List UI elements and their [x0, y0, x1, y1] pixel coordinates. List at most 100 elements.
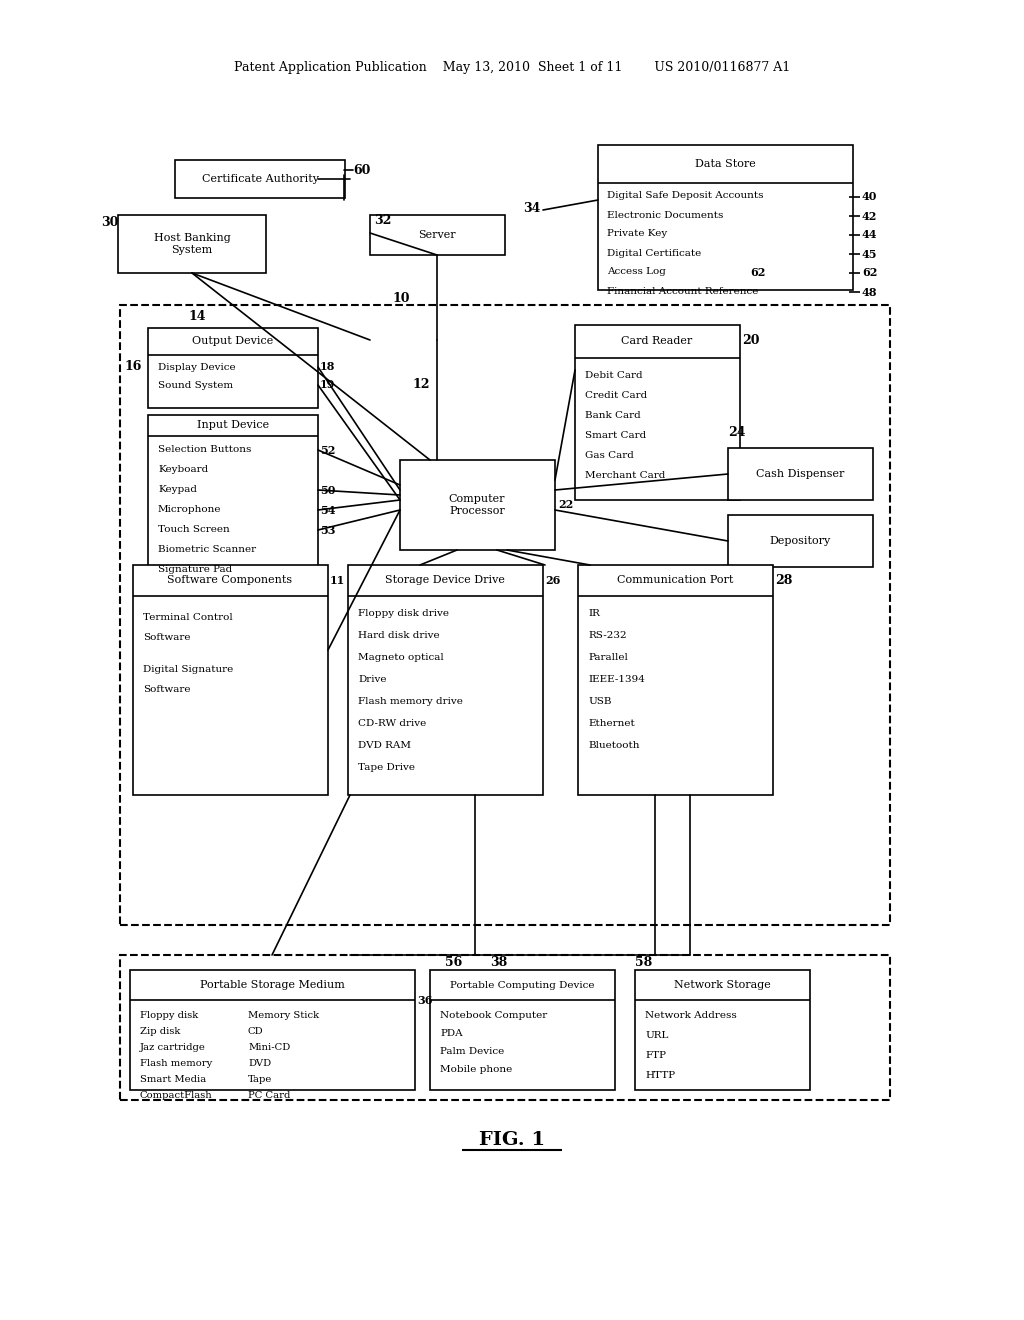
Bar	[728, 447, 873, 500]
Text: 20: 20	[742, 334, 760, 347]
Text: DVD: DVD	[248, 1059, 271, 1068]
Text: Output Device: Output Device	[193, 337, 273, 346]
Text: Digital Certificate: Digital Certificate	[607, 248, 701, 257]
Text: CD-RW drive: CD-RW drive	[358, 718, 426, 727]
Bar	[430, 970, 615, 1090]
Text: Access Log: Access Log	[607, 268, 666, 276]
Bar	[175, 160, 345, 198]
Text: Jaz cartridge: Jaz cartridge	[140, 1043, 206, 1052]
Text: Merchant Card: Merchant Card	[585, 470, 666, 479]
Text: 24: 24	[728, 425, 745, 438]
Text: Server: Server	[418, 230, 456, 240]
Text: Floppy disk drive: Floppy disk drive	[358, 609, 449, 618]
Text: 62: 62	[750, 267, 765, 277]
Text: Portable Computing Device: Portable Computing Device	[450, 981, 594, 990]
Text: Mobile phone: Mobile phone	[440, 1064, 512, 1073]
Text: FIG. 1: FIG. 1	[479, 1131, 545, 1148]
Text: PC Card: PC Card	[248, 1090, 291, 1100]
Bar	[118, 215, 266, 273]
Text: Private Key: Private Key	[607, 230, 668, 239]
Bar	[120, 305, 890, 925]
Text: 45: 45	[862, 248, 878, 260]
Text: URL: URL	[645, 1031, 669, 1040]
Text: 54: 54	[319, 504, 336, 516]
Bar	[370, 215, 505, 255]
Text: 22: 22	[558, 499, 573, 511]
Text: Hard disk drive: Hard disk drive	[358, 631, 439, 639]
Text: 52: 52	[319, 445, 336, 455]
Text: Biometric Scanner: Biometric Scanner	[158, 545, 256, 554]
Text: CompactFlash: CompactFlash	[140, 1090, 213, 1100]
Text: Touch Screen: Touch Screen	[158, 525, 229, 535]
Text: Floppy disk: Floppy disk	[140, 1011, 199, 1019]
Bar	[133, 565, 328, 795]
Text: Flash memory: Flash memory	[140, 1059, 212, 1068]
Text: 48: 48	[862, 286, 878, 297]
Text: Gas Card: Gas Card	[585, 450, 634, 459]
Text: 60: 60	[353, 164, 371, 177]
Text: Portable Storage Medium: Portable Storage Medium	[200, 979, 344, 990]
Text: Notebook Computer: Notebook Computer	[440, 1011, 547, 1019]
Text: 26: 26	[545, 574, 560, 586]
Bar	[148, 414, 318, 590]
Text: 12: 12	[412, 379, 429, 392]
Bar	[635, 970, 810, 1090]
Text: Communication Port: Communication Port	[616, 576, 733, 585]
Text: 58: 58	[635, 957, 652, 969]
Text: 62: 62	[862, 268, 878, 279]
Text: Software Components: Software Components	[168, 576, 293, 585]
Text: Selection Buttons: Selection Buttons	[158, 446, 251, 454]
Text: IR: IR	[588, 609, 600, 618]
Text: 53: 53	[319, 524, 336, 536]
Text: Cash Dispenser: Cash Dispenser	[756, 469, 844, 479]
Text: Zip disk: Zip disk	[140, 1027, 180, 1035]
Text: Digital Safe Deposit Accounts: Digital Safe Deposit Accounts	[607, 191, 764, 201]
Text: RS-232: RS-232	[588, 631, 627, 639]
Text: 19: 19	[319, 380, 336, 391]
Text: Card Reader: Card Reader	[622, 337, 692, 346]
Text: DVD RAM: DVD RAM	[358, 741, 411, 750]
Text: Credit Card: Credit Card	[585, 391, 647, 400]
Text: Network Address: Network Address	[645, 1011, 736, 1019]
Text: Digital Signature: Digital Signature	[143, 665, 233, 675]
Bar	[130, 970, 415, 1090]
Text: 40: 40	[862, 191, 878, 202]
Text: Tape: Tape	[248, 1074, 272, 1084]
Text: 14: 14	[188, 309, 206, 322]
Text: 36: 36	[417, 994, 432, 1006]
Text: Keyboard: Keyboard	[158, 466, 208, 474]
Text: 11: 11	[330, 574, 345, 586]
Text: 42: 42	[862, 210, 878, 222]
Text: Bluetooth: Bluetooth	[588, 741, 640, 750]
Text: Display Device: Display Device	[158, 363, 236, 371]
Text: Sound System: Sound System	[158, 380, 233, 389]
Text: CD: CD	[248, 1027, 263, 1035]
Text: 28: 28	[775, 573, 793, 586]
Bar	[348, 565, 543, 795]
Bar	[400, 459, 555, 550]
Text: 38: 38	[490, 957, 507, 969]
Bar	[120, 954, 890, 1100]
Text: 34: 34	[523, 202, 541, 214]
Text: HTTP: HTTP	[645, 1071, 675, 1080]
Bar	[728, 515, 873, 568]
Text: Microphone: Microphone	[158, 506, 221, 515]
Text: Flash memory drive: Flash memory drive	[358, 697, 463, 705]
Text: 32: 32	[374, 214, 391, 227]
Text: Debit Card: Debit Card	[585, 371, 643, 380]
Text: Patent Application Publication    May 13, 2010  Sheet 1 of 11        US 2010/011: Patent Application Publication May 13, 2…	[233, 62, 791, 74]
Text: Tape Drive: Tape Drive	[358, 763, 415, 771]
Text: Terminal Control: Terminal Control	[143, 614, 232, 623]
Text: PDA: PDA	[440, 1028, 463, 1038]
Text: Smart Card: Smart Card	[585, 430, 646, 440]
Text: Depository: Depository	[769, 536, 830, 546]
Text: 18: 18	[319, 362, 336, 372]
Text: Ethernet: Ethernet	[588, 718, 635, 727]
Text: 44: 44	[862, 230, 878, 240]
Text: Drive: Drive	[358, 675, 386, 684]
Text: Signature Pad: Signature Pad	[158, 565, 232, 574]
Text: USB: USB	[588, 697, 611, 705]
Text: Magneto optical: Magneto optical	[358, 652, 443, 661]
Text: IEEE-1394: IEEE-1394	[588, 675, 645, 684]
Text: Storage Device Drive: Storage Device Drive	[385, 576, 505, 585]
